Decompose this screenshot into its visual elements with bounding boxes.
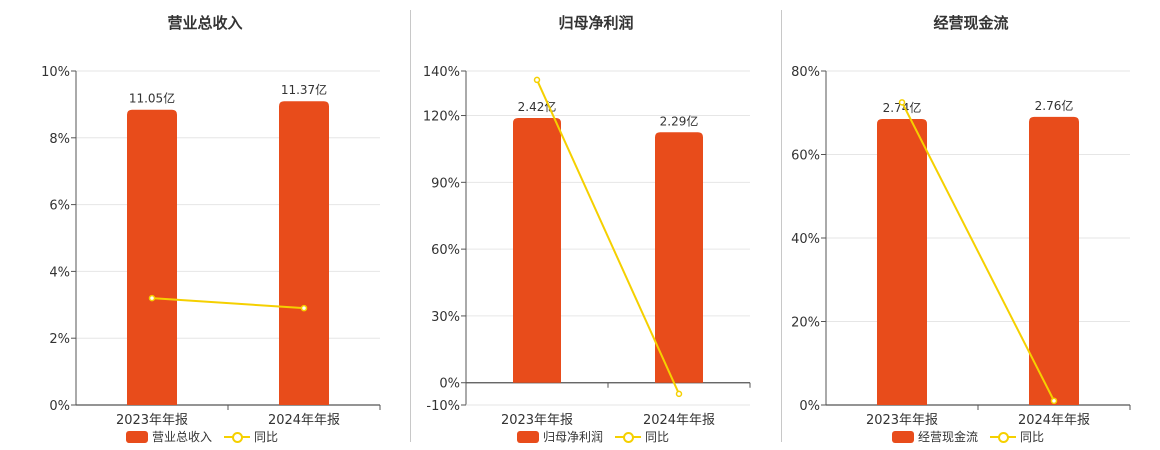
chart-net-profit: -10%0%30%60%90%120%140%2.42亿2023年年报2.29亿… [423, 65, 751, 428]
y-tick-label: 2% [49, 332, 70, 347]
legend-line-swatch [990, 431, 1016, 443]
legend-item-line[interactable]: 同比 [990, 428, 1044, 445]
bar [513, 118, 561, 383]
x-tick-label: 2023年年报 [116, 413, 188, 428]
legend-item-line[interactable]: 同比 [224, 428, 278, 445]
bar-data-label: 11.05亿 [129, 91, 175, 106]
legend-bar-label: 营业总收入 [151, 430, 212, 444]
y-tick-label: 8% [49, 132, 70, 147]
legend-line-swatch [224, 431, 250, 443]
legend-bar-swatch [891, 430, 914, 443]
y-tick-label: 10% [41, 65, 70, 80]
line-point [148, 294, 156, 302]
x-tick-label: 2024年年报 [1018, 413, 1090, 428]
bar-data-label: 2.74亿 [883, 100, 922, 115]
y-tick-label: -10% [426, 399, 460, 414]
line-series [151, 297, 305, 310]
y-tick-label: 60% [791, 149, 820, 164]
line-series [901, 101, 1055, 402]
line-point [300, 304, 308, 312]
panel-divider [781, 10, 782, 442]
legend-item-line[interactable]: 同比 [615, 428, 669, 445]
bar [655, 132, 703, 383]
y-tick-label: 140% [423, 65, 460, 80]
legend-line-swatch [615, 431, 641, 443]
bar [1029, 116, 1079, 406]
chart-title: 营业总收入 [167, 14, 243, 32]
x-tick-label: 2023年年报 [866, 413, 938, 428]
bar-data-label: 2.29亿 [660, 113, 699, 128]
y-tick-label: 90% [431, 176, 460, 191]
bar [279, 101, 329, 405]
chart-panel-net-profit: 归母净利润 -10% 0% 30% 60% 90% 120% 140% 2.42亿 2023年年… [411, 0, 781, 450]
line-point [675, 390, 683, 398]
bar [127, 109, 177, 405]
chart-title: 归母净利润 [558, 14, 634, 32]
line-series [536, 79, 680, 395]
legend-line-label: 同比 [645, 430, 670, 444]
chart-title: 经营现金流 [933, 14, 1009, 32]
bar-data-label: 2.76亿 [1035, 98, 1074, 113]
chart-revenue: 0% 2% 4% 6% 8% 10% 11.05亿 2023年年报 11.37亿 2024年年报 [41, 65, 381, 428]
chart-panel-cash-flow: 经营现金流 0% 20% 40% 60% 80% 2.74亿 2023年年报 2.76亿 202… [782, 0, 1160, 450]
y-tick-label: 40% [791, 232, 820, 247]
legend-item-bar[interactable]: 经营现金流 [891, 428, 978, 445]
chart-panel-revenue: 营业总收入 0% 2% 4% 6% 8% 10% 11.05亿 2023年年报 11.37亿 20… [0, 0, 410, 450]
x-tick-label: 2023年年报 [501, 413, 573, 428]
legend: 归母净利润 同比 [411, 428, 781, 445]
legend-bar-label: 经营现金流 [917, 430, 978, 444]
y-tick-label: 0% [49, 399, 70, 414]
legend-item-bar[interactable]: 归母净利润 [516, 428, 603, 445]
y-tick-label: 30% [431, 310, 460, 325]
x-tick-label: 2024年年报 [643, 413, 715, 428]
panel-divider [410, 10, 411, 442]
x-tick-label: 2024年年报 [268, 413, 340, 428]
line-point [1050, 397, 1058, 405]
line-point [533, 76, 541, 84]
legend-bar-label: 归母净利润 [542, 430, 603, 444]
legend-line-label: 同比 [1020, 430, 1045, 444]
y-tick-label: 0% [799, 399, 820, 414]
y-tick-label: 20% [791, 316, 820, 331]
legend-item-bar[interactable]: 营业总收入 [125, 428, 212, 445]
y-tick-label: 120% [423, 110, 460, 125]
bar-data-label: 11.37亿 [281, 82, 327, 97]
y-tick-label: 60% [431, 243, 460, 258]
legend: 营业总收入 同比 [0, 428, 410, 445]
line-point [898, 99, 906, 106]
bar [877, 119, 927, 405]
legend-bar-swatch [516, 430, 539, 443]
y-tick-label: 4% [49, 265, 70, 280]
y-tick-label: 0% [439, 377, 460, 392]
y-tick-label: 6% [49, 199, 70, 214]
y-tick-label: 80% [791, 65, 820, 80]
legend-bar-swatch [125, 430, 148, 443]
legend: 经营现金流 同比 [782, 428, 1160, 445]
chart-cash-flow: 0% 20% 40% 60% 80% 2.74亿 2023年年报 2.76亿 2024年年报 [791, 65, 1131, 428]
legend-line-label: 同比 [254, 430, 279, 444]
